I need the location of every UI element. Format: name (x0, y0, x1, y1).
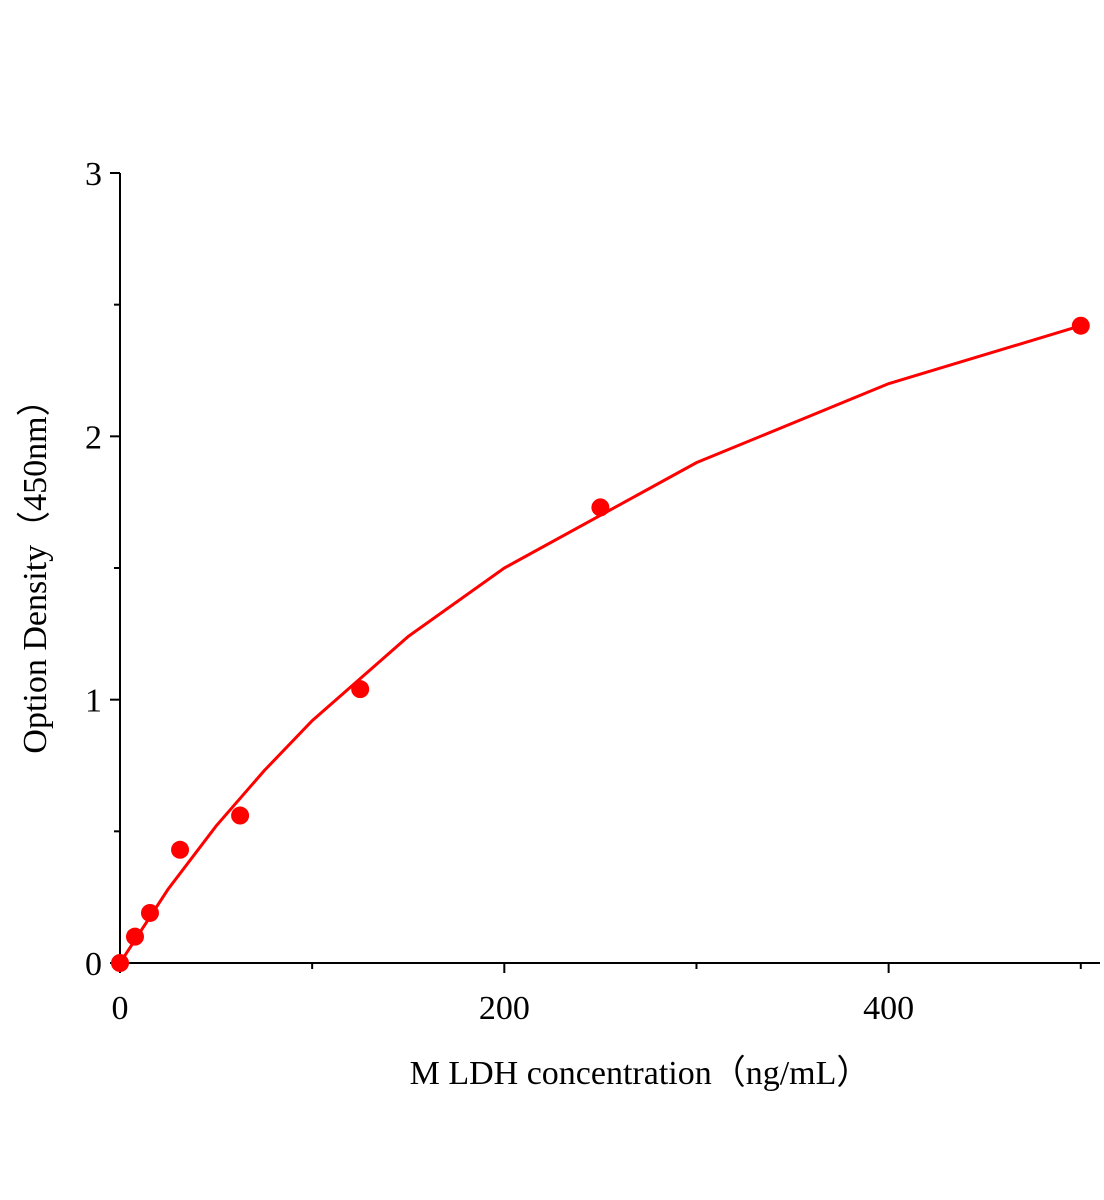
y-tick-label: 0 (85, 946, 102, 983)
data-point (125, 927, 144, 946)
data-point (231, 806, 250, 825)
x-tick-label: 400 (863, 990, 914, 1027)
data-point (140, 903, 159, 922)
fit-curve (118, 324, 1082, 964)
y-tick-label: 3 (85, 156, 102, 193)
y-tick-label: 2 (85, 419, 102, 456)
data-point (1071, 316, 1090, 335)
data-point (111, 954, 129, 972)
y-tick-label: 1 (85, 683, 102, 720)
y-axis-label: Option Density（450nm） (16, 382, 54, 753)
x-axis-label: M LDH concentration（ng/mL） (410, 1054, 871, 1092)
data-point (591, 498, 610, 517)
x-tick-label: 200 (479, 990, 530, 1027)
data-point (171, 840, 190, 859)
data-point (351, 680, 370, 699)
x-tick-label: 0 (112, 990, 129, 1027)
